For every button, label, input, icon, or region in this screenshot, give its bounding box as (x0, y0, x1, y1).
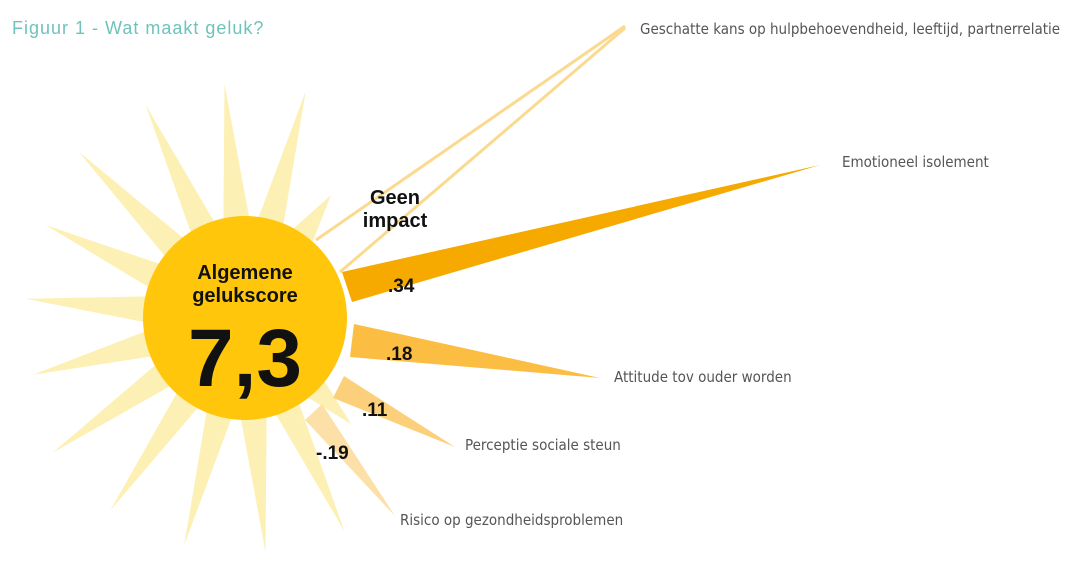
sun-ray (258, 91, 306, 226)
infographic: Figuur 1 - Wat maakt geluk? Algemene gel… (0, 0, 1087, 563)
factor-label: Risico op gezondheidsproblemen (400, 511, 623, 529)
sun-ray (33, 331, 153, 375)
sun-ray (146, 105, 215, 234)
no-impact-line (340, 28, 625, 272)
factor-label: Perceptie sociale steun (465, 436, 621, 454)
sun-ray (26, 296, 148, 322)
score: 7,3 (165, 318, 325, 400)
sun-ray (223, 84, 249, 221)
sun-graphic (0, 0, 1087, 563)
coefficient: .34 (388, 276, 414, 298)
center-label: Algemene gelukscore (165, 262, 325, 308)
factor-label: Attitude tov ouder worden (614, 368, 792, 386)
sun-ray (184, 410, 232, 545)
factor-label: Emotioneel isolement (842, 153, 989, 171)
sun-ray (46, 225, 161, 288)
sun-ray (241, 416, 267, 552)
factor-label: Geschatte kans op hulpbehoevendheid, lee… (640, 20, 1060, 38)
no-impact-label: Geen impact (350, 187, 440, 233)
coefficient: .11 (362, 400, 387, 422)
title: Figuur 1 - Wat maakt geluk? (12, 18, 264, 39)
factor-ray (333, 376, 455, 447)
coefficient: .18 (386, 344, 412, 366)
coefficient: -.19 (316, 443, 349, 465)
